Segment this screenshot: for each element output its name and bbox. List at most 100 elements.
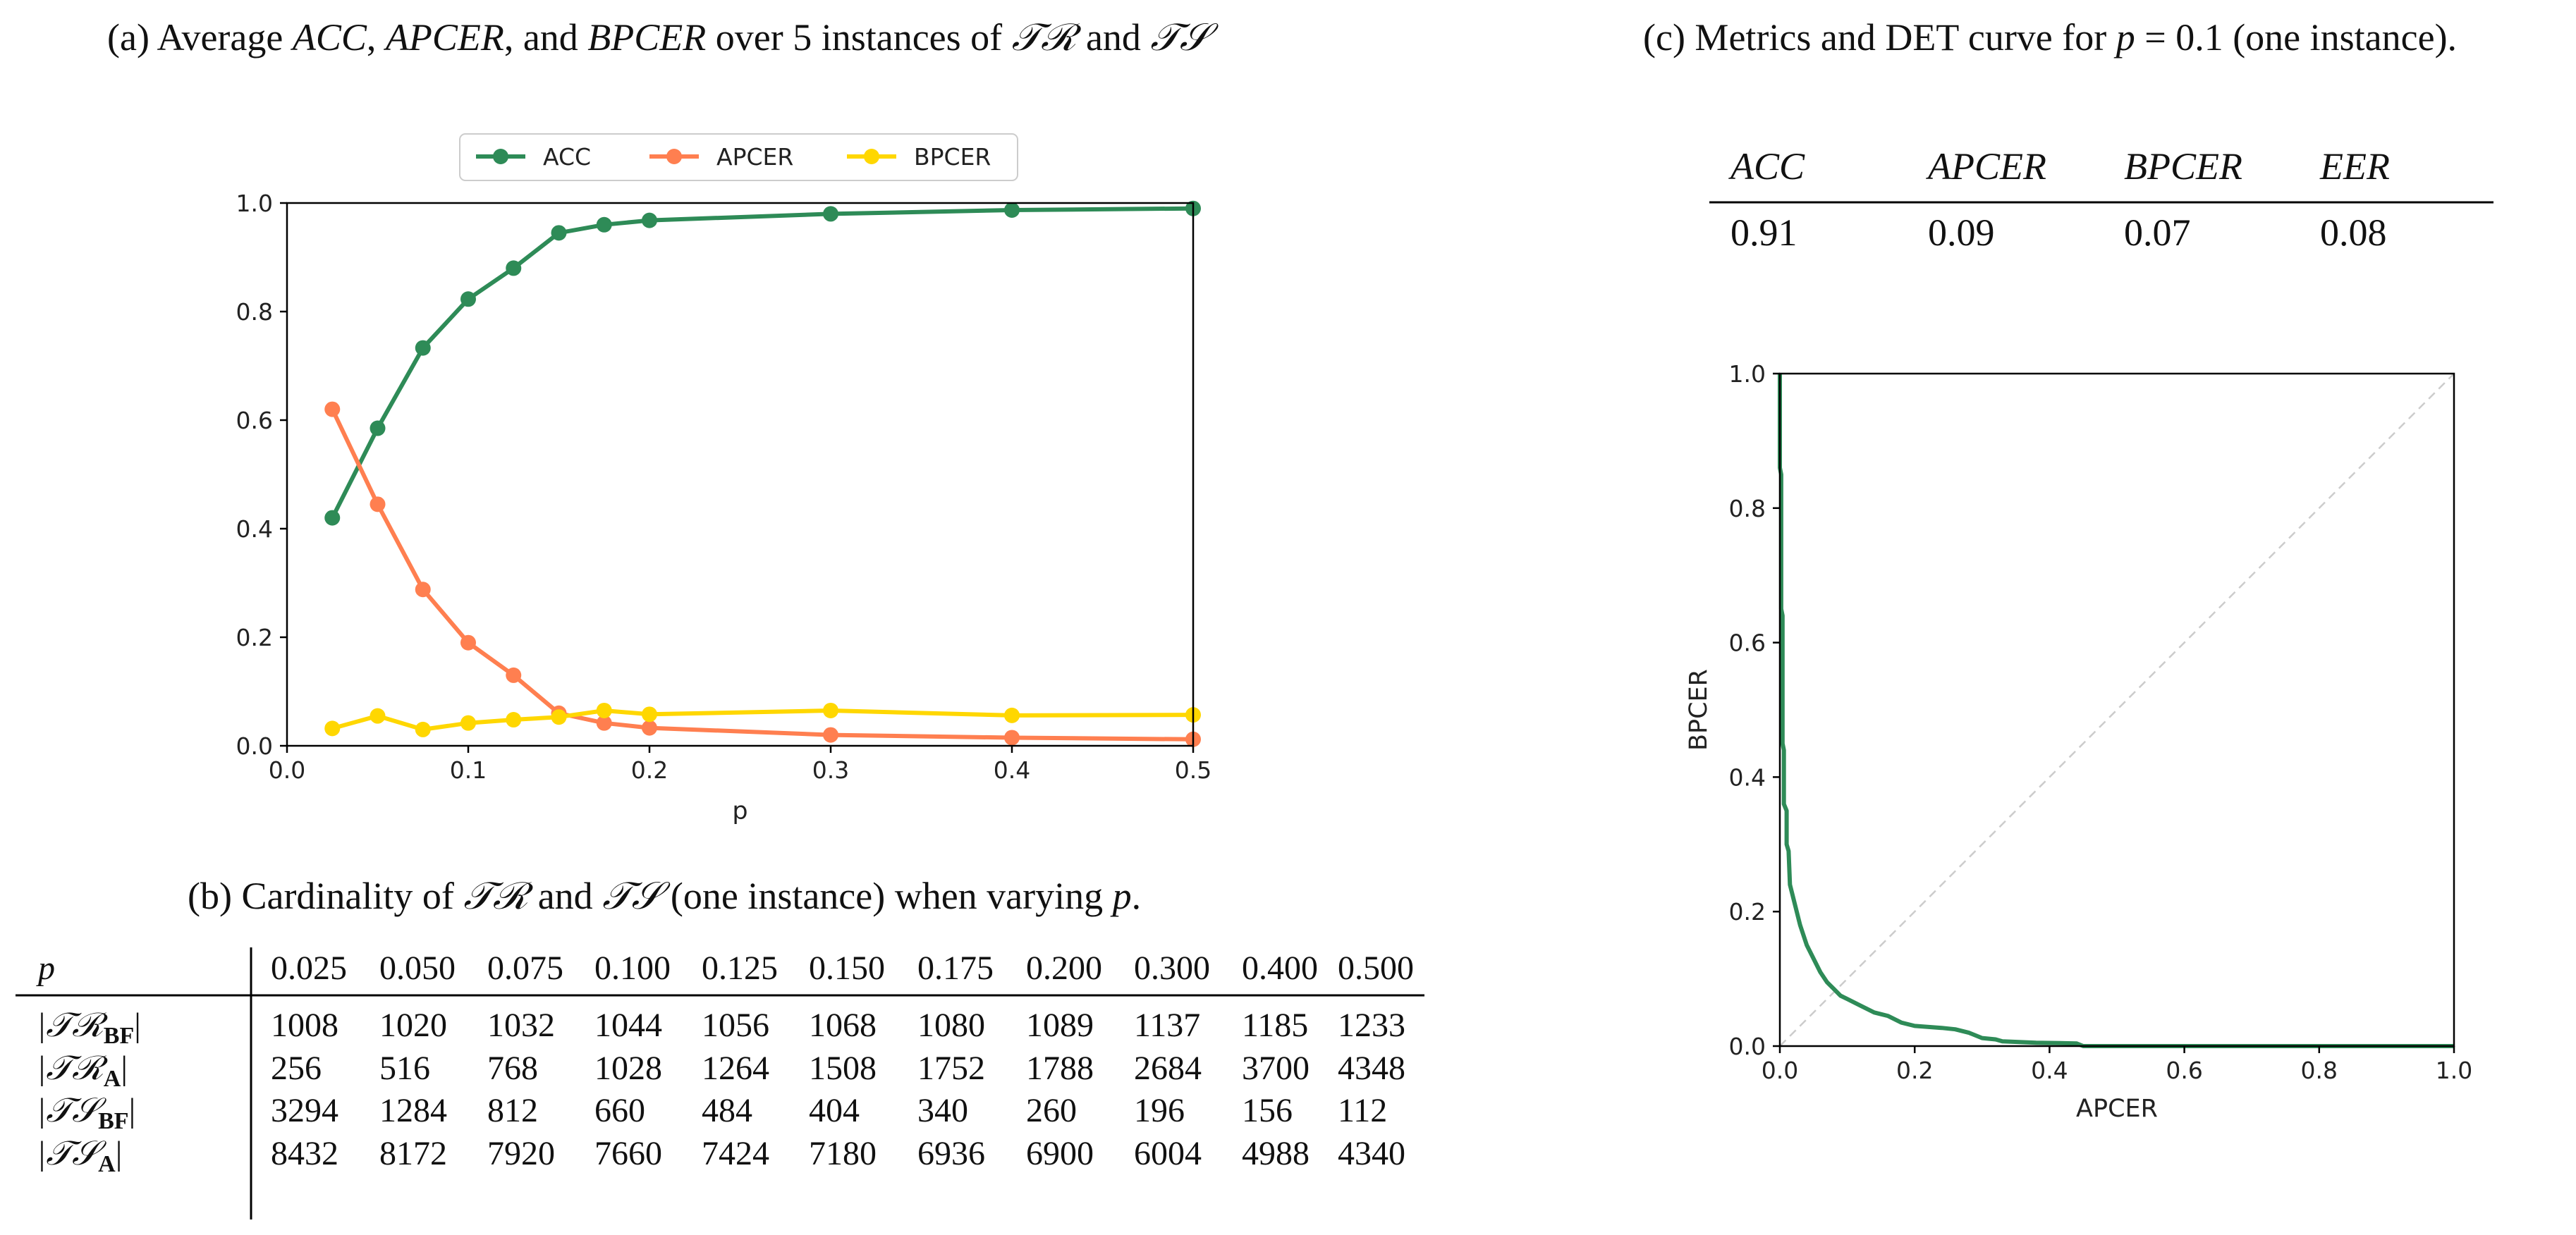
- caption-a-sep1: ,: [366, 16, 386, 59]
- table-header-value: 0.050: [379, 950, 456, 987]
- data-point-bpcer: [642, 706, 657, 723]
- caption-a-prefix: (a) Average: [107, 16, 293, 59]
- data-point-acc: [324, 510, 341, 526]
- table-cell: 260: [1026, 1092, 1077, 1129]
- table-cell: 3294: [271, 1092, 338, 1129]
- y-tick-label: 0.4: [236, 515, 273, 543]
- table-cell: 1089: [1026, 1007, 1094, 1044]
- det-y-tick-label: 1.0: [1729, 360, 1766, 388]
- table-cell: 1032: [487, 1007, 555, 1044]
- table-row-label: |𝒯𝒮BF|: [37, 1092, 135, 1134]
- average-metrics-chart: 0.0 0.1 0.2 0.3 0.4 0.5 0.0 0.2 0.4 0.6 0.8 1.0 p ACC…: [236, 133, 1211, 825]
- caption-b: (b) Cardinality of 𝒯ℛ and 𝒯𝒮 (one instan…: [188, 874, 1141, 918]
- det-y-tick-label: 0.0: [1729, 1033, 1766, 1060]
- row-label-close: |: [134, 1007, 141, 1044]
- det-x-tick-label: 0.8: [2301, 1057, 2338, 1084]
- legend-swatch-marker: [864, 149, 879, 164]
- legend-swatch-marker: [666, 149, 682, 164]
- det-plot-frame: [1778, 372, 2455, 1047]
- legend-label-acc: ACC: [543, 143, 591, 171]
- row-label-subscript: BF: [104, 1023, 134, 1049]
- det-x-tick-label: 0.6: [2166, 1057, 2202, 1084]
- table-cell: 1044: [594, 1007, 662, 1044]
- legend-box: [459, 133, 1018, 181]
- legend: ACC APCER BPCER: [459, 133, 1018, 181]
- row-label-set: |𝒯ℛ: [37, 1050, 109, 1087]
- table-cell: 1508: [809, 1050, 877, 1087]
- row-label-set: |𝒯ℛ: [37, 1007, 109, 1044]
- metrics-value-apcer: 0.09: [1928, 211, 1995, 254]
- det-x-axis-label: APCER: [2076, 1095, 2158, 1123]
- caption-a-and: and: [1076, 16, 1151, 59]
- y-tick-label: 0.6: [236, 407, 273, 434]
- data-point-acc: [551, 225, 567, 241]
- data-point-apcer: [370, 496, 386, 512]
- row-label-subscript: BF: [98, 1108, 128, 1134]
- det-y-tick-label: 0.2: [1729, 898, 1766, 926]
- det-y-tick-label: 0.4: [1729, 763, 1766, 791]
- table-cell: 7920: [487, 1135, 555, 1172]
- metrics-value-acc: 0.91: [1730, 211, 1797, 254]
- data-point-apcer: [506, 667, 522, 683]
- data-point-acc: [506, 260, 522, 276]
- row-label-subscript: A: [104, 1066, 121, 1092]
- x-axis-label: p: [732, 797, 747, 825]
- legend-swatch-marker: [493, 149, 508, 164]
- caption-b-and: and: [528, 875, 603, 917]
- det-y-tick-label: 0.8: [1729, 495, 1766, 522]
- metrics-value-eer: 0.08: [2320, 211, 2387, 254]
- table-header-p: p: [36, 950, 55, 987]
- caption-a-acc: ACC: [292, 16, 367, 59]
- table-header-value: 0.125: [702, 950, 778, 987]
- row-label-subscript: A: [98, 1151, 116, 1177]
- table-cell: 4988: [1242, 1135, 1310, 1172]
- data-point-acc: [823, 206, 838, 222]
- data-point-bpcer: [823, 702, 838, 718]
- caption-a-tr: 𝒯ℛ: [1011, 16, 1077, 59]
- table-cell: 8172: [379, 1135, 447, 1172]
- diagonal-reference-line: [1779, 373, 2455, 1047]
- x-tick-label: 0.1: [450, 756, 487, 784]
- caption-c-eq: = 0.1 (one instance).: [2135, 16, 2458, 59]
- table-header-value: 0.200: [1026, 950, 1102, 987]
- data-point-bpcer: [596, 702, 612, 718]
- data-point-apcer: [460, 634, 476, 651]
- table-cell: 1020: [379, 1007, 447, 1044]
- data-point-bpcer: [1004, 707, 1020, 723]
- x-tick-label: 0.5: [1175, 756, 1211, 784]
- table-cell: 156: [1242, 1092, 1293, 1129]
- legend-label-bpcer: BPCER: [914, 143, 991, 171]
- det-x-tick-label: 0.4: [2031, 1057, 2068, 1084]
- det-x-tick-label: 1.0: [2436, 1057, 2472, 1084]
- legend-label-apcer: APCER: [716, 143, 793, 171]
- table-cell: 768: [487, 1050, 538, 1087]
- metrics-header-acc: ACC: [1728, 145, 1805, 188]
- table-row-label: |𝒯ℛA|: [37, 1050, 128, 1092]
- caption-b-prefix: (b) Cardinality of: [188, 875, 464, 917]
- data-point-acc: [415, 340, 431, 356]
- table-cell: 1056: [702, 1007, 769, 1044]
- table-cell: 484: [702, 1092, 752, 1129]
- caption-a-bpcer: BPCER: [587, 16, 707, 59]
- row-label-close: |: [121, 1050, 128, 1087]
- table-cell: 1788: [1026, 1050, 1094, 1087]
- y-tick-label: 0.2: [236, 624, 273, 651]
- y-tick-label: 1.0: [236, 190, 273, 217]
- det-x-tick-label: 0.2: [1896, 1057, 1933, 1084]
- x-tick-label: 0.2: [631, 756, 668, 784]
- x-tick-label: 0.0: [269, 756, 305, 784]
- table-cell: 3700: [1242, 1050, 1310, 1087]
- data-point-apcer: [596, 715, 612, 731]
- data-point-acc: [642, 212, 657, 228]
- det-curve-line: [1778, 374, 2454, 1048]
- caption-b-ts: 𝒯𝒮: [602, 875, 661, 917]
- y-tick-label: 0.0: [236, 732, 273, 760]
- data-point-bpcer: [370, 708, 386, 724]
- table-cell: 6936: [917, 1135, 985, 1172]
- series-line-acc: [330, 206, 1194, 519]
- table-cell: 1008: [271, 1007, 338, 1044]
- table-cell: 7660: [594, 1135, 662, 1172]
- table-cell: 7180: [809, 1135, 877, 1172]
- table-cell: 660: [594, 1092, 645, 1129]
- row-label-close: |: [116, 1135, 123, 1172]
